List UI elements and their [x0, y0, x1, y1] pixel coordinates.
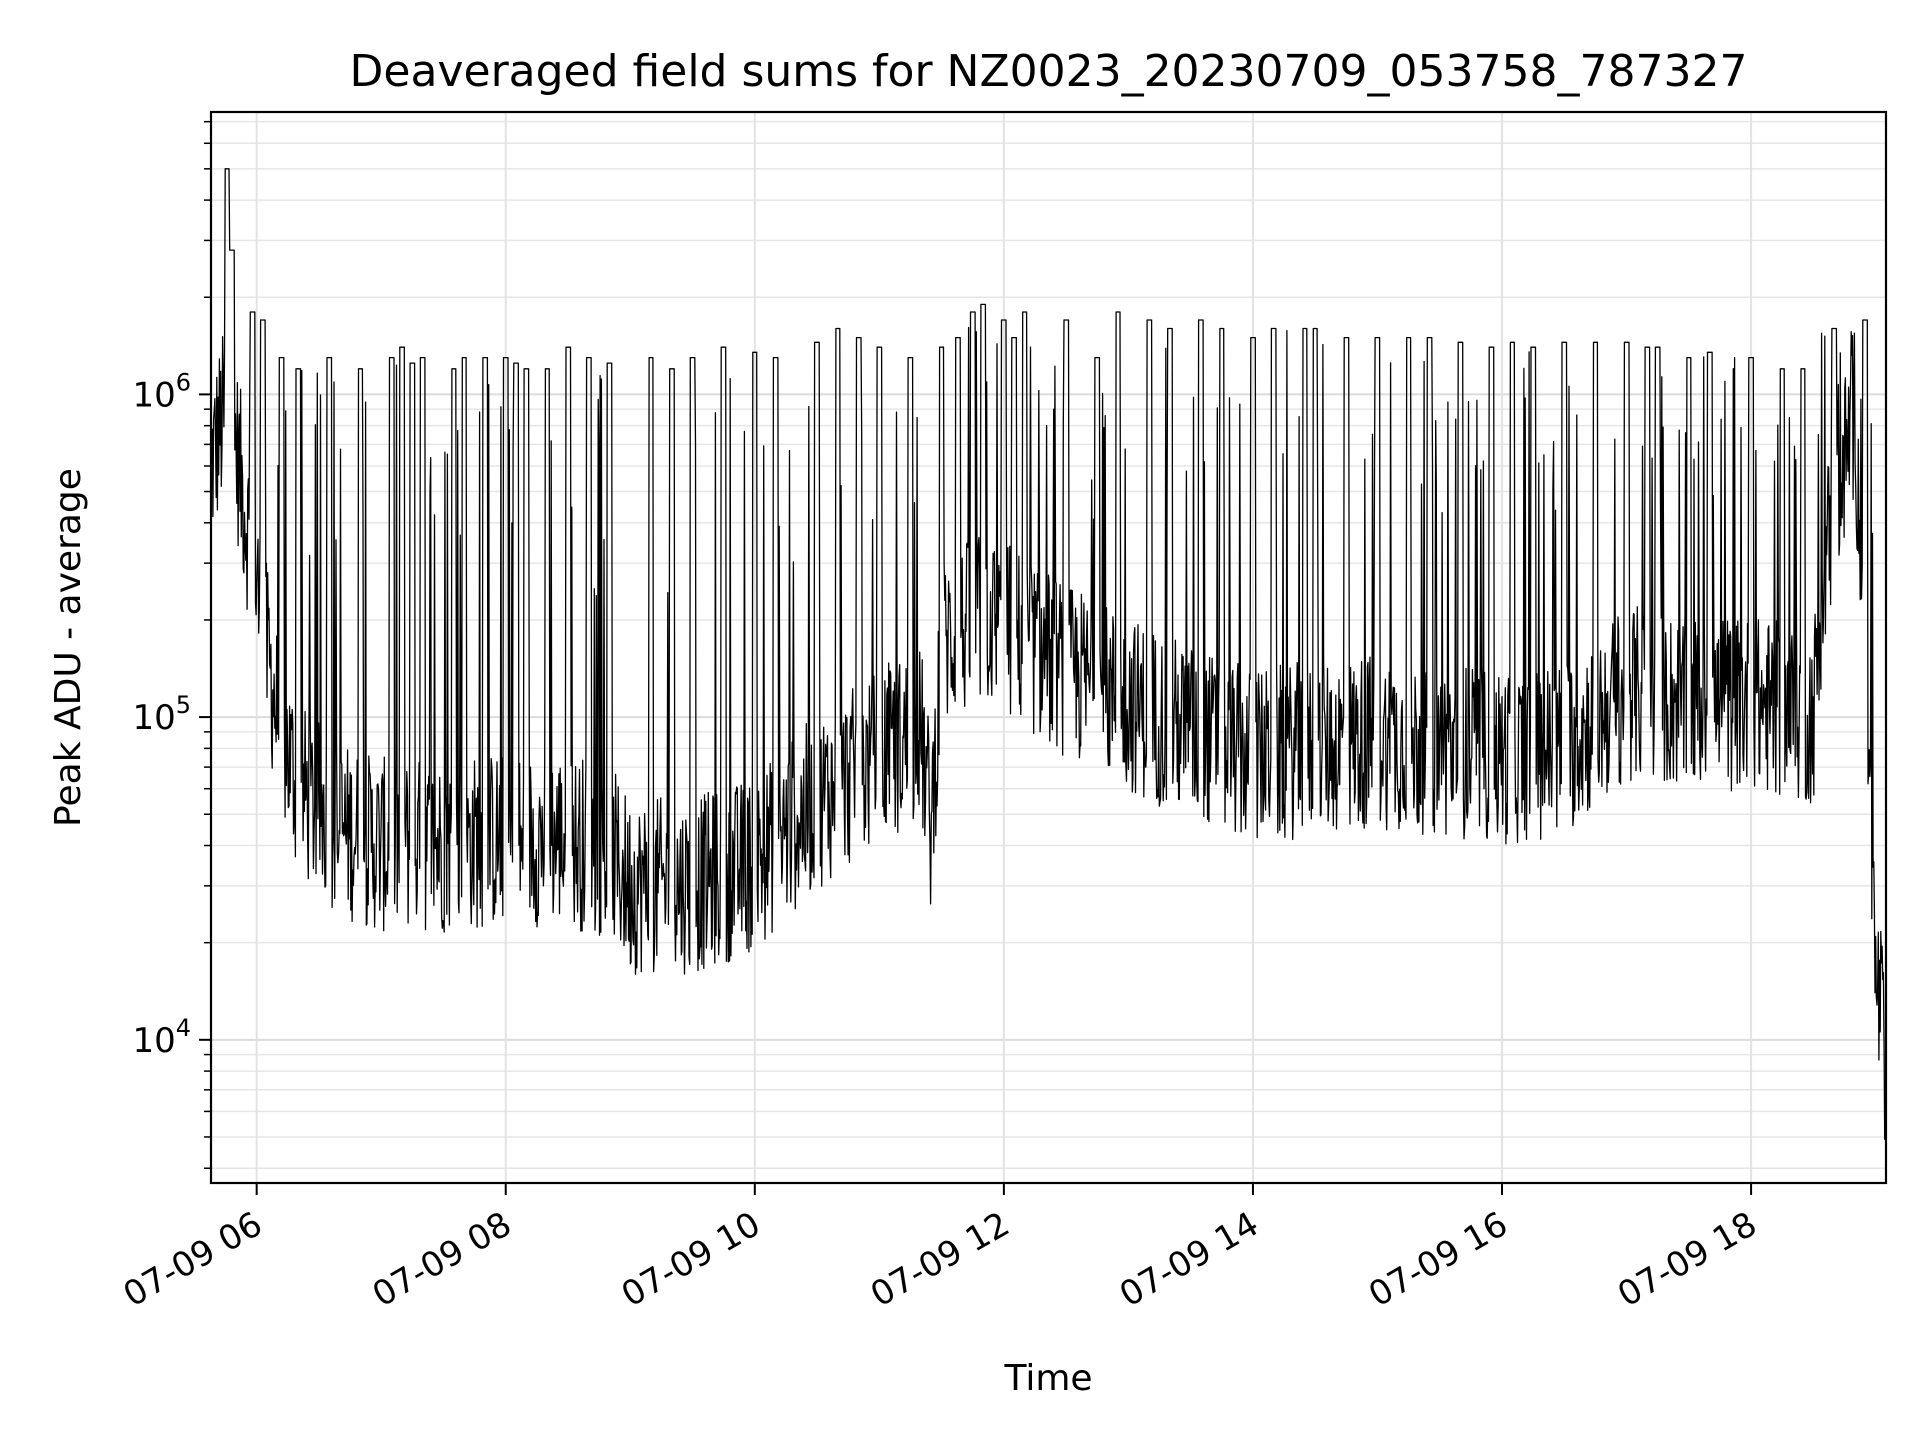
y-tick-label: 105	[132, 691, 191, 738]
series-layer	[210, 168, 1887, 1140]
chart-title: Deaveraged field sums for NZ0023_2023070…	[350, 46, 1748, 97]
y-tick-label: 104	[132, 1014, 191, 1061]
series-line	[210, 168, 1887, 1140]
y-tick-label: 106	[132, 368, 191, 415]
plot-frame	[209, 110, 1888, 1185]
y-axis-label: Peak ADU - average	[48, 468, 89, 827]
x-axis-label: Time	[1003, 1358, 1092, 1399]
grid-major	[211, 112, 1886, 1183]
